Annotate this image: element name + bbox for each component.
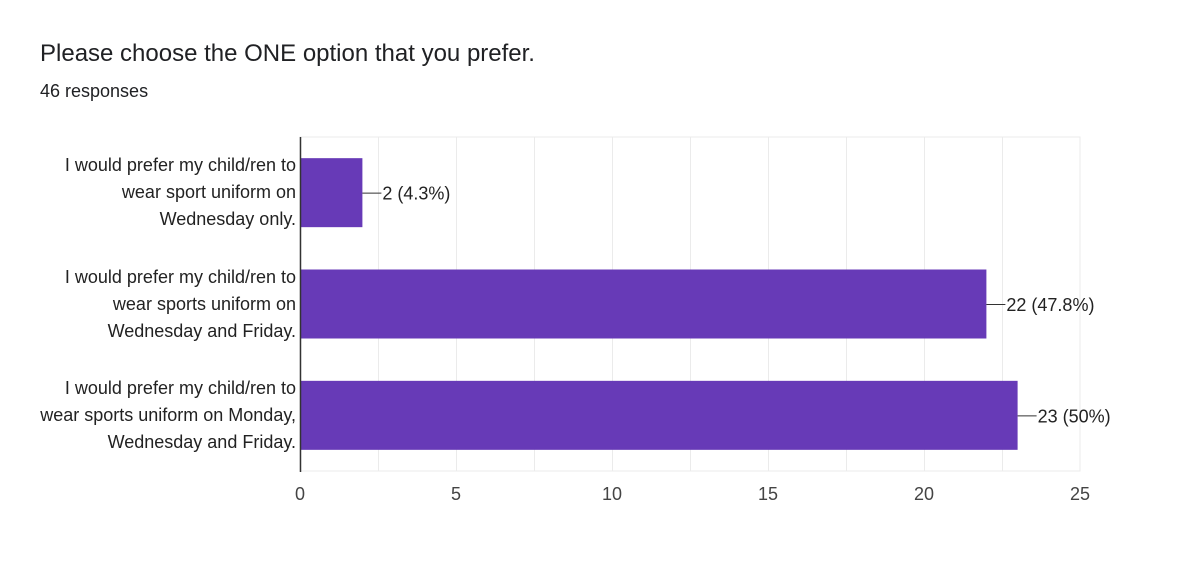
category-label-line: wear sports uniform on Monday, (40, 404, 296, 425)
x-tick-label: 25 (1070, 484, 1090, 504)
category-label-line: Wednesday and Friday. (107, 320, 296, 341)
chart-title: Please choose the ONE option that you pr… (40, 40, 535, 67)
data-label: 23 (50%) (1038, 406, 1111, 426)
category-label-line: I would prefer my child/ren to (64, 377, 296, 398)
category-label-line: Wednesday only. (159, 209, 296, 230)
category-label-line: I would prefer my child/ren to (64, 155, 296, 176)
x-tick-label: 0 (295, 484, 305, 504)
x-tick-label: 15 (758, 484, 778, 504)
category-label-line: Wednesday and Friday. (107, 431, 296, 452)
x-tick-label: 5 (451, 484, 461, 504)
data-label: 2 (4.3%) (382, 184, 450, 204)
category-label-line: wear sports uniform on (112, 293, 296, 314)
category-label: I would prefer my child/ren to wear sport… (6, 375, 296, 456)
data-label: 22 (47.8%) (1006, 295, 1094, 315)
category-label: I would prefer my child/ren to wear sport… (6, 152, 296, 233)
bar-2 (300, 269, 987, 339)
category-label-line: wear sport uniform on (121, 182, 296, 203)
x-tick-label: 20 (914, 484, 934, 504)
x-tick-label: 10 (602, 484, 622, 504)
category-label-line: I would prefer my child/ren to (64, 266, 296, 287)
category-label: I would prefer my child/ren to wear sport… (6, 264, 296, 345)
bar-3 (300, 380, 1018, 450)
response-count: 46 responses (40, 81, 149, 101)
bar-1 (300, 158, 363, 228)
